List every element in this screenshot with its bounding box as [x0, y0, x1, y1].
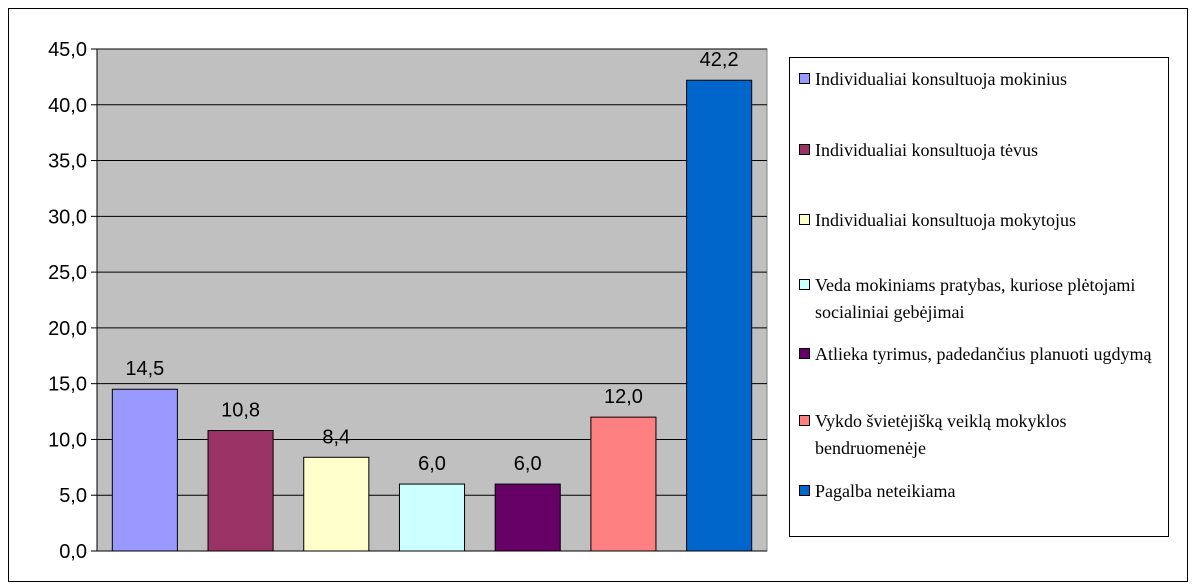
bar	[590, 416, 657, 552]
y-tick-label: 35,0	[48, 151, 87, 173]
legend-item: Individualiai konsultuoja mokinius	[799, 66, 1154, 93]
plot-area	[96, 48, 768, 552]
y-tick-label: 40,0	[48, 95, 87, 117]
legend-label: Veda mokiniams pratybas, kuriose plėtoja…	[815, 275, 1136, 322]
y-tick-label: 45,0	[48, 39, 87, 61]
bar	[686, 79, 753, 552]
legend-item: Individualiai konsultuoja mokytojus	[799, 207, 1154, 234]
data-label: 14,5	[125, 358, 164, 380]
legend-swatch	[799, 73, 810, 84]
y-tick-label: 20,0	[48, 318, 87, 340]
legend-item: Pagalba neteikiama	[799, 478, 1154, 505]
legend-label: Pagalba neteikiama	[815, 481, 956, 501]
legend-swatch	[799, 415, 810, 426]
bar	[494, 483, 561, 552]
data-label: 8,4	[322, 426, 350, 448]
legend-swatch	[799, 485, 810, 496]
data-label: 12,0	[604, 386, 643, 408]
legend-item: Individualiai konsultuoja tėvus	[799, 137, 1154, 164]
bar	[398, 483, 466, 552]
y-tick-label: 5,0	[59, 485, 87, 507]
legend-swatch	[799, 214, 810, 225]
legend-label: Vykdo švietėjišką veiklą mokyklos bendru…	[815, 411, 1067, 458]
legend-label: Individualiai konsultuoja mokinius	[815, 69, 1067, 89]
legend-label: Individualiai konsultuoja mokytojus	[815, 210, 1076, 230]
legend-swatch	[799, 144, 810, 155]
legend-label: Individualiai konsultuoja tėvus	[815, 140, 1038, 160]
y-tick-label: 30,0	[48, 206, 87, 228]
y-tick-label: 0,0	[59, 541, 87, 563]
data-label: 6,0	[514, 453, 542, 475]
y-tick-label: 25,0	[48, 262, 87, 284]
y-tick-label: 15,0	[48, 374, 87, 396]
data-label: 10,8	[221, 400, 260, 422]
data-label: 6,0	[418, 453, 446, 475]
legend-label: Atlieka tyrimus, padedančius planuoti ug…	[815, 344, 1152, 364]
legend-item: Vykdo švietėjišką veiklą mokyklos bendru…	[799, 408, 1154, 462]
y-tick-label: 10,0	[48, 429, 87, 451]
legend-item: Veda mokiniams pratybas, kuriose plėtoja…	[799, 272, 1154, 326]
legend-swatch	[799, 279, 810, 290]
legend-swatch	[799, 348, 810, 359]
bar	[111, 388, 178, 552]
bar	[207, 430, 274, 552]
legend-item: Atlieka tyrimus, padedančius planuoti ug…	[799, 341, 1154, 368]
chart-legend: Individualiai konsultuoja mokinius Indivi…	[789, 57, 1169, 537]
bar	[303, 456, 370, 552]
data-label: 42,2	[700, 49, 739, 71]
